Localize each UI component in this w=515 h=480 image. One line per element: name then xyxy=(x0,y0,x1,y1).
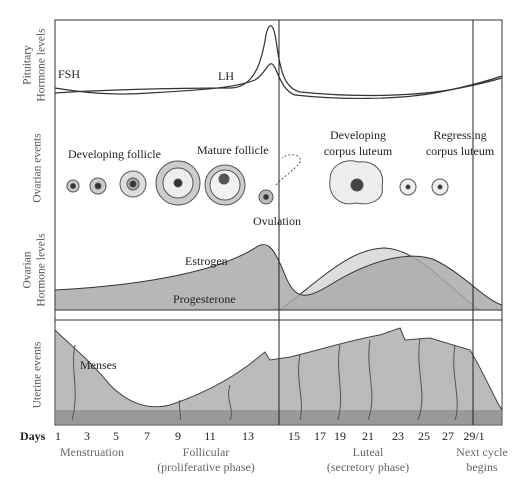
follicles xyxy=(66,154,449,206)
progesterone-label: Progesterone xyxy=(173,292,236,306)
menses-label: Menses xyxy=(80,358,117,372)
phase-label: Luteal xyxy=(353,445,384,459)
phase-label: Next cycle xyxy=(456,445,508,459)
day-label: 5 xyxy=(113,429,119,443)
lh-curve xyxy=(54,25,503,97)
day-label: 11 xyxy=(204,429,216,443)
row-label: Hormone levels xyxy=(36,233,48,307)
row-label: Hormone levels xyxy=(36,28,48,102)
annotation: Ovulation xyxy=(253,214,301,228)
annotation: corpus luteum xyxy=(426,144,495,158)
fsh-curve xyxy=(54,63,503,100)
glands xyxy=(71,337,458,421)
annotation: Regressing xyxy=(433,128,486,142)
annotation: Developing xyxy=(330,128,386,142)
day-label: 3 xyxy=(84,429,90,443)
day-label: 17 xyxy=(314,429,326,443)
phase-label: Follicular xyxy=(183,445,230,459)
day-label: 19 xyxy=(334,429,346,443)
fsh-label: FSH xyxy=(58,67,80,81)
phase-label: Menstruation xyxy=(60,445,124,459)
day-label: 25 xyxy=(418,429,430,443)
days-title: Days xyxy=(20,429,46,443)
day-label: 23 xyxy=(392,429,404,443)
day-label: 1 xyxy=(55,429,61,443)
row-label: Uterine events xyxy=(32,341,44,408)
day-label: 21 xyxy=(362,429,374,443)
row-label: Ovarian xyxy=(22,251,34,288)
row-label: Pituitary xyxy=(22,45,34,85)
day-label: 15 xyxy=(288,429,300,443)
annotation: Mature follicle xyxy=(197,143,269,157)
day-label: 29/1 xyxy=(463,429,484,443)
day-label: 7 xyxy=(144,429,150,443)
annotation: corpus luteum xyxy=(324,144,393,158)
phases: Menstruation Follicular(proliferative pha… xyxy=(60,445,508,474)
day-label: 9 xyxy=(175,429,181,443)
phase-label: (secretory phase) xyxy=(327,460,409,474)
estrogen-label: Estrogen xyxy=(185,254,228,268)
row-label: Ovarian events xyxy=(32,133,44,203)
phase-label: (proliferative phase) xyxy=(157,460,255,474)
day-label: 27 xyxy=(442,429,454,443)
phase-label: begins xyxy=(466,460,498,474)
lh-label: LH xyxy=(218,69,234,83)
day-label: 13 xyxy=(242,429,254,443)
day-ticks: 1 3 5 7 9 11 13 15 17 19 21 23 25 27 29/1 xyxy=(55,429,485,443)
annotation: Developing follicle xyxy=(68,147,161,161)
